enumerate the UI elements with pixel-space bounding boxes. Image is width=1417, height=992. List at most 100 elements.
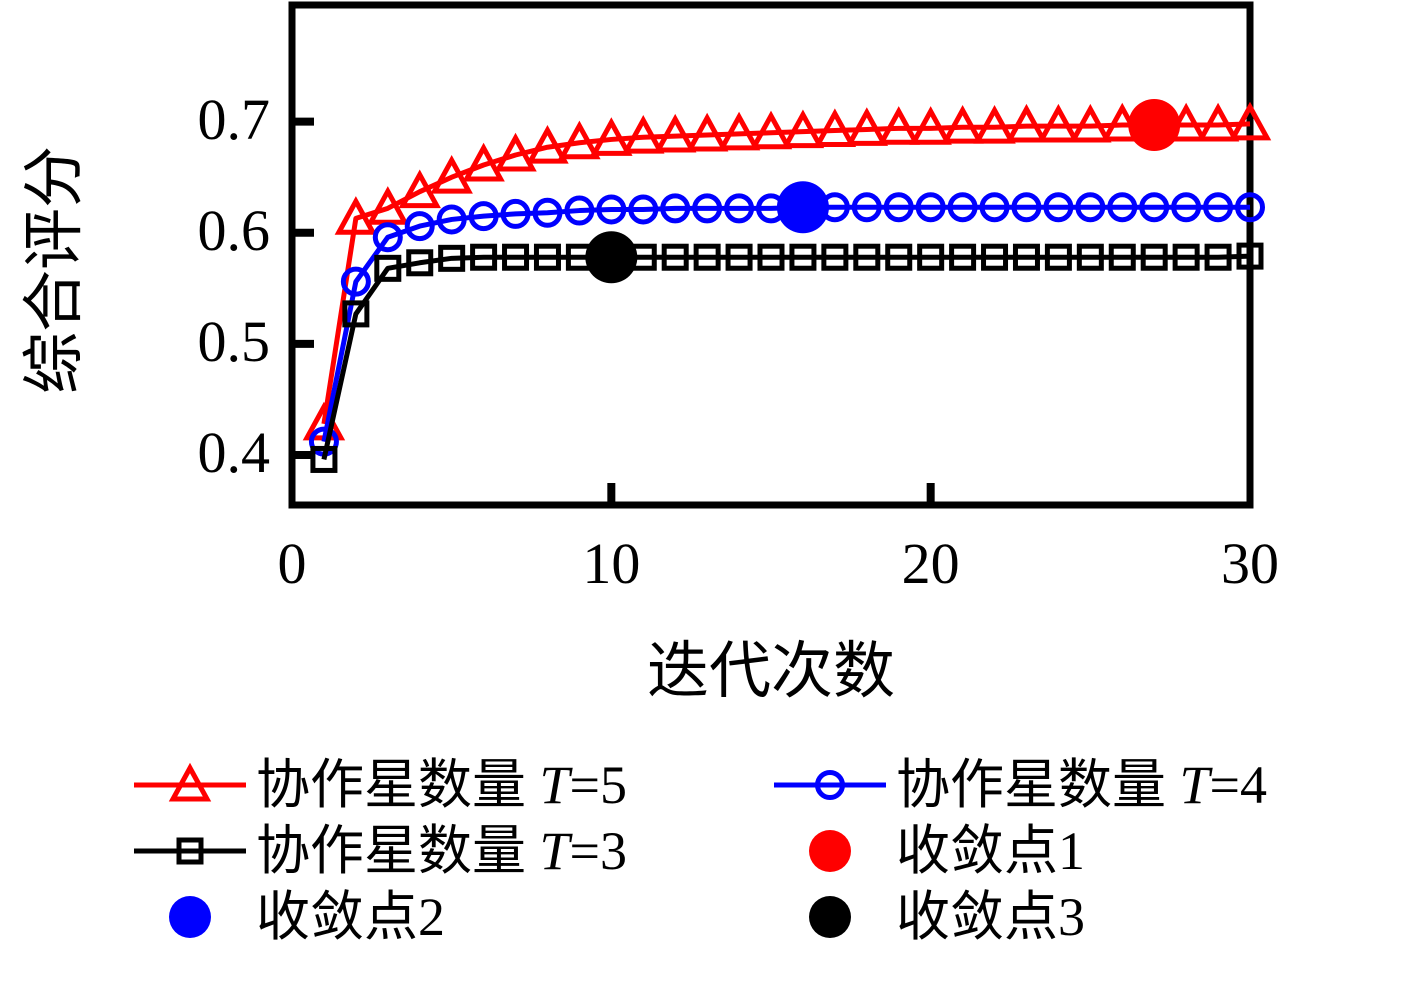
data-point-marker — [430, 155, 473, 194]
data-point-marker — [406, 249, 434, 277]
data-point-marker — [1044, 243, 1072, 271]
data-point-marker — [334, 196, 378, 235]
data-point-marker — [374, 254, 402, 282]
data-point-marker — [340, 266, 371, 297]
x-tick-label: 20 — [901, 531, 960, 596]
data-point-marker — [526, 125, 569, 164]
data-point-marker — [1203, 192, 1234, 223]
y-tick-label: 0.5 — [197, 308, 271, 374]
data-point-marker — [1037, 103, 1080, 143]
chart-legend: 协作星数量 T=5 协作星数量 T=4 协作星数量 T=3 收敛点1 收敛点2 收敛点3 — [130, 752, 1410, 950]
data-point-marker — [1011, 192, 1042, 223]
data-point-marker — [973, 105, 1016, 144]
data-point-marker — [1107, 192, 1138, 223]
data-point-marker — [564, 195, 595, 226]
legend-symbol-circle-icon — [770, 765, 890, 805]
data-point-marker — [1108, 243, 1136, 271]
data-point-marker — [653, 113, 697, 153]
data-point-marker — [851, 192, 882, 223]
legend-symbol-filled-circle-icon — [770, 830, 890, 872]
data-point-marker — [981, 243, 1009, 271]
legend-label: 收敛点1 — [896, 821, 1085, 881]
y-tick-label: 0.4 — [197, 420, 271, 485]
filled-dot — [169, 896, 211, 938]
legend-item-6[interactable]: 收敛点3 — [770, 884, 1410, 950]
data-point-marker — [717, 111, 761, 151]
data-point-marker — [622, 115, 665, 154]
legend-symbol-filled-circle-icon — [770, 896, 890, 938]
data-point-marker — [1043, 192, 1074, 223]
legend-symbol-filled-circle-icon — [130, 896, 250, 938]
data-point-marker — [1235, 192, 1265, 223]
data-point-marker — [533, 243, 561, 271]
legend-label: 协作星数量 T=5 — [256, 755, 628, 815]
x-tick-label: 0 — [277, 531, 307, 596]
legend-item-2[interactable]: 协作星数量 T=4 — [770, 752, 1410, 818]
legend-symbol-triangle-icon — [130, 762, 250, 805]
data-point-marker — [1005, 103, 1048, 143]
series-3 — [310, 242, 1264, 473]
plot-frame — [288, 1, 1254, 509]
data-point-marker — [468, 201, 499, 232]
data-point-marker — [1075, 192, 1106, 223]
data-point-marker — [660, 193, 691, 224]
series-1 — [302, 101, 1272, 441]
data-point-marker — [628, 194, 659, 225]
series-line — [321, 121, 1251, 425]
data-point-marker — [725, 243, 753, 271]
data-point-marker — [590, 117, 633, 156]
data-point-marker — [1196, 102, 1240, 142]
data-point-marker — [1171, 192, 1202, 223]
data-point-marker — [885, 243, 913, 271]
data-point-marker — [596, 194, 627, 225]
y-tick-label: 0.6 — [197, 197, 271, 263]
data-point-marker — [693, 243, 721, 271]
legend-item-1[interactable]: 协作星数量 T=5 — [130, 752, 770, 818]
series-layer — [302, 101, 1272, 473]
annotations-layer — [585, 99, 1181, 284]
data-point-marker — [342, 300, 370, 328]
x-tick-label: 30 — [1221, 531, 1279, 596]
series-line — [321, 253, 1251, 460]
data-point-marker — [853, 243, 881, 271]
data-point-marker — [310, 445, 338, 473]
convergence-point-1[interactable] — [1128, 99, 1181, 151]
data-point-marker — [176, 837, 204, 865]
data-point-marker — [438, 244, 466, 272]
data-point-marker — [789, 243, 817, 271]
data-point-marker — [749, 110, 793, 150]
data-point-marker — [845, 107, 889, 146]
data-point-marker — [470, 243, 498, 271]
data-point-marker — [877, 106, 920, 145]
data-point-marker — [500, 198, 531, 229]
data-point-marker — [168, 762, 212, 802]
data-point-marker — [532, 197, 563, 228]
data-point-marker — [502, 243, 530, 271]
data-point-marker — [685, 112, 729, 152]
data-point-marker — [947, 192, 978, 223]
data-point-marker — [1076, 243, 1104, 271]
data-point-marker — [979, 192, 1010, 223]
data-point-marker — [1236, 242, 1264, 270]
convergence-point-2[interactable] — [776, 181, 829, 234]
series-2 — [308, 192, 1265, 457]
filled-dot — [809, 896, 851, 938]
legend-item-4[interactable]: 收敛点1 — [770, 818, 1410, 884]
data-point-marker — [398, 169, 441, 209]
series-line — [321, 204, 1250, 443]
legend-item-5[interactable]: 收敛点2 — [130, 884, 770, 950]
convergence-point-3[interactable] — [585, 231, 638, 284]
legend-symbol-square-icon — [130, 831, 250, 871]
data-point-marker — [757, 243, 785, 271]
data-point-marker — [915, 192, 946, 223]
x-axis-title: 迭代次数 — [646, 638, 895, 706]
data-point-marker — [1172, 243, 1200, 271]
data-point-marker — [494, 132, 537, 172]
legend-item-3[interactable]: 协作星数量 T=3 — [130, 818, 770, 884]
data-point-marker — [462, 142, 505, 182]
data-point-marker — [883, 192, 914, 223]
data-point-marker — [692, 193, 723, 224]
data-point-marker — [1069, 103, 1112, 143]
